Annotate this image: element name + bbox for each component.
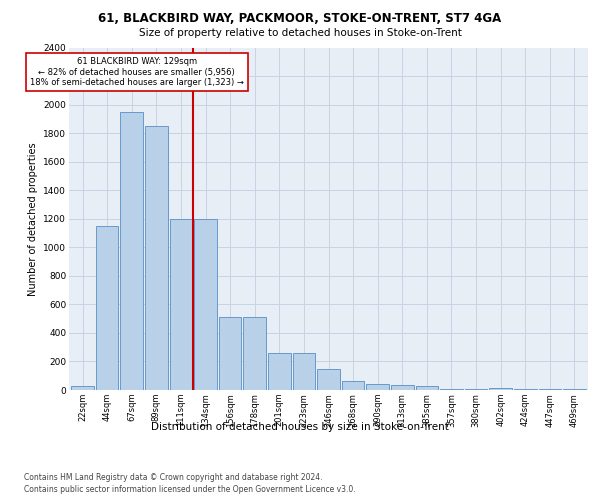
Bar [342,380,364,390]
Bar [145,126,167,390]
Bar [121,112,143,390]
Bar [490,388,512,390]
Text: 61, BLACKBIRD WAY, PACKMOOR, STOKE-ON-TRENT, ST7 4GA: 61, BLACKBIRD WAY, PACKMOOR, STOKE-ON-TR… [98,12,502,26]
Bar [317,368,340,390]
Bar [194,219,217,390]
Bar [244,317,266,390]
Bar [96,226,118,390]
Bar [293,353,315,390]
Bar [440,388,463,390]
Y-axis label: Number of detached properties: Number of detached properties [28,142,38,296]
Bar [71,386,94,390]
Text: Contains public sector information licensed under the Open Government Licence v3: Contains public sector information licen… [24,485,356,494]
Bar [416,386,438,390]
Bar [170,219,192,390]
Bar [391,385,413,390]
Text: Size of property relative to detached houses in Stoke-on-Trent: Size of property relative to detached ho… [139,28,461,38]
Bar [367,384,389,390]
Text: 61 BLACKBIRD WAY: 129sqm
← 82% of detached houses are smaller (5,956)
18% of sem: 61 BLACKBIRD WAY: 129sqm ← 82% of detach… [30,58,244,88]
Text: Distribution of detached houses by size in Stoke-on-Trent: Distribution of detached houses by size … [151,422,449,432]
Text: Contains HM Land Registry data © Crown copyright and database right 2024.: Contains HM Land Registry data © Crown c… [24,472,323,482]
Bar [268,353,290,390]
Bar [219,317,241,390]
